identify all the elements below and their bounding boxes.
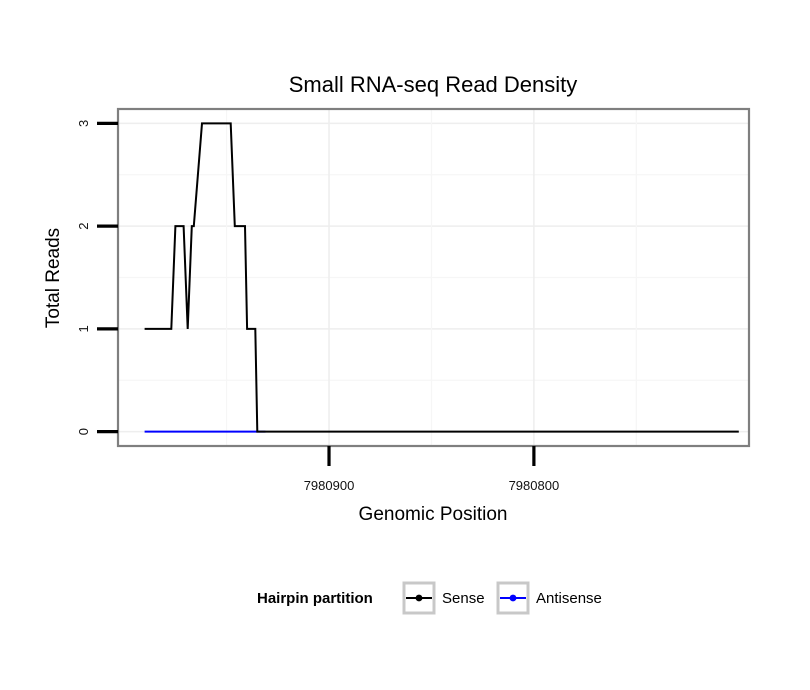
plot-border (116, 107, 751, 448)
y-tick-label: 2 (76, 222, 91, 229)
x-axis-label: Genomic Position (359, 504, 508, 525)
grid (118, 109, 749, 446)
legend-label-antisense: Antisense (536, 590, 602, 607)
y-axis-label: Total Reads (43, 228, 64, 328)
x-axis: 7980900 7980800 (304, 446, 560, 493)
legend-key-sense-point (415, 594, 423, 602)
series-line-sense (144, 122, 739, 433)
legend-item-sense: Sense (402, 581, 485, 615)
y-tick-label: 1 (76, 325, 91, 332)
x-tick-label: 7980800 (509, 478, 560, 493)
legend-title: Hairpin partition (257, 590, 373, 607)
x-tick-label: 7980900 (304, 478, 355, 493)
chart-title: Small RNA-seq Read Density (289, 72, 578, 97)
y-axis: 0 1 2 3 (76, 120, 118, 435)
legend: Hairpin partition Sense Antisense (257, 581, 602, 615)
y-tick-label: 0 (76, 428, 91, 435)
legend-item-antisense: Antisense (496, 581, 602, 615)
legend-label-sense: Sense (442, 590, 485, 607)
legend-key-antisense-point (509, 594, 517, 602)
series-layer (144, 122, 739, 433)
y-tick-label: 3 (76, 120, 91, 127)
